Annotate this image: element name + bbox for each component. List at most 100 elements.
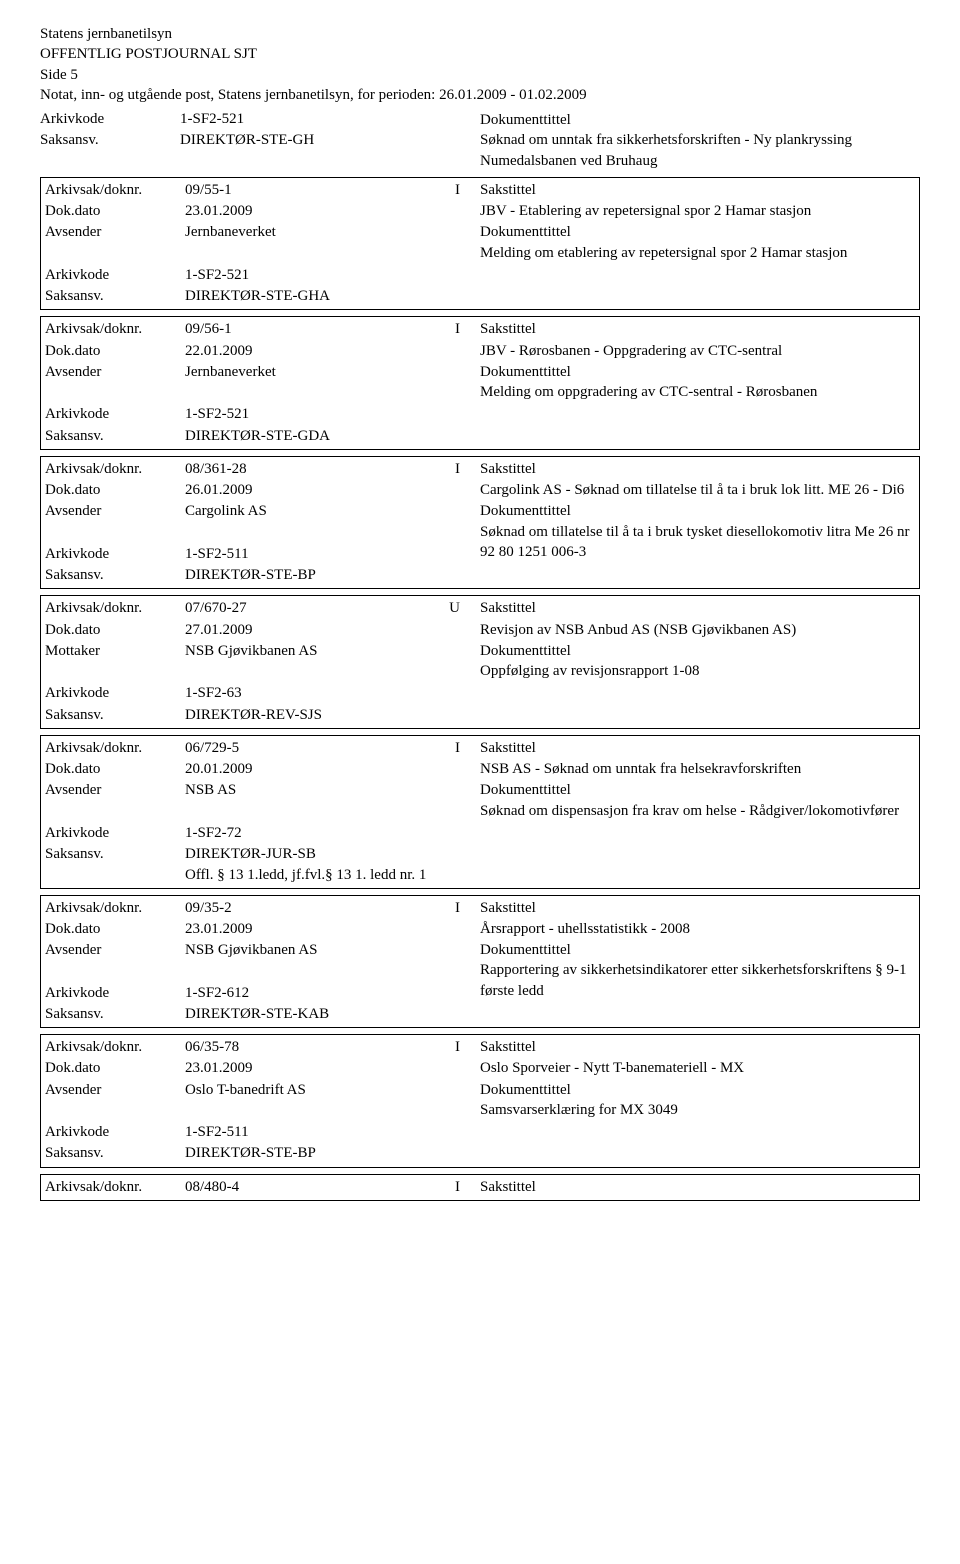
- dokumenttittel-label: Dokumenttittel: [480, 780, 915, 800]
- dokumenttittel-value: Søknad om unntak fra sikkerhetsforskrift…: [480, 130, 920, 171]
- arkivkode-value: 1-SF2-511: [185, 544, 480, 564]
- sakstittel-value: Årsrapport - uhellsstatistikk - 2008: [480, 919, 915, 939]
- dokumenttittel-value: Søknad om dispensasjon fra krav om helse…: [480, 801, 915, 821]
- org-name: Statens jernbanetilsyn: [40, 24, 920, 44]
- party-label: Avsender: [45, 222, 185, 242]
- dokumenttittel-label: Dokumenttittel: [480, 641, 915, 661]
- sakstittel-label: Sakstittel: [480, 738, 915, 758]
- arkivkode-value: 1-SF2-612: [185, 983, 480, 1003]
- saksansv-value: DIREKTØR-STE-GDA: [185, 426, 480, 446]
- arkivsak-label: Arkivsak/doknr.: [45, 1177, 185, 1197]
- type-value: I: [455, 898, 460, 918]
- type-value: I: [455, 738, 460, 758]
- dokdato-label: Dok.dato: [45, 201, 185, 221]
- sakstittel-label: Sakstittel: [480, 180, 915, 200]
- arkivkode-value: 1-SF2-63: [185, 683, 480, 703]
- arkivkode-label: Arkivkode: [45, 1122, 185, 1142]
- sakstittel-value: Revisjon av NSB Anbud AS (NSB Gjøvikbane…: [480, 620, 915, 640]
- arkivkode-label: Arkivkode: [45, 404, 185, 424]
- saksansv-value: DIREKTØR-STE-GH: [180, 130, 480, 150]
- dokumenttittel-label: Dokumenttittel: [480, 1080, 915, 1100]
- arkivsak-label: Arkivsak/doknr.: [45, 459, 185, 479]
- saksansv-value: DIREKTØR-STE-BP: [185, 1143, 480, 1163]
- sakstittel-label: Sakstittel: [480, 459, 915, 479]
- saksansv-label: Saksansv.: [45, 426, 185, 446]
- journal-title: OFFENTLIG POSTJOURNAL SJT: [40, 44, 920, 64]
- saksansv-label: Saksansv.: [45, 565, 185, 585]
- arkivkode-label: Arkivkode: [45, 683, 185, 703]
- sakstittel-value: NSB AS - Søknad om unntak fra helsekravf…: [480, 759, 915, 779]
- party-value: Oslo T-banedrift AS: [185, 1080, 480, 1100]
- dokdato-value: 23.01.2009: [185, 201, 480, 221]
- page-number: Side 5: [40, 65, 920, 85]
- arkivkode-value: 1-SF2-521: [185, 404, 480, 424]
- party-value: NSB Gjøvikbanen AS: [185, 641, 480, 661]
- saksansv-label: Saksansv.: [45, 705, 185, 725]
- saksnr-value: 08/361-28: [185, 459, 247, 479]
- type-value: I: [455, 180, 460, 200]
- dokumenttittel-label: Dokumenttittel: [480, 940, 915, 960]
- dokumenttittel-label: Dokumenttittel: [480, 110, 920, 130]
- type-value: I: [455, 1177, 460, 1197]
- saksansv-value: DIREKTØR-STE-KAB: [185, 1004, 480, 1024]
- dokdato-value: 20.01.2009: [185, 759, 480, 779]
- arkivsak-label: Arkivsak/doknr.: [45, 180, 185, 200]
- arkivkode-label: Arkivkode: [45, 265, 185, 285]
- dokumenttittel-value: Melding om etablering av repetersignal s…: [480, 243, 915, 263]
- dokumenttittel-value: Melding om oppgradering av CTC-sentral -…: [480, 382, 915, 402]
- saksansv-value: DIREKTØR-STE-BP: [185, 565, 480, 585]
- saksansv-value: DIREKTØR-JUR-SB: [185, 844, 480, 864]
- party-label: Avsender: [45, 362, 185, 382]
- saksnr-value: 09/56-1: [185, 319, 232, 339]
- party-label: Avsender: [45, 1080, 185, 1100]
- arkivkode-label: Arkivkode: [45, 544, 185, 564]
- arkivsak-label: Arkivsak/doknr.: [45, 898, 185, 918]
- type-value: I: [455, 459, 460, 479]
- saksansv-value: DIREKTØR-STE-GHA: [185, 286, 480, 306]
- arkivkode-value: 1-SF2-511: [185, 1122, 480, 1142]
- top-continuation-block: Arkivkode 1-SF2-521 Saksansv. DIREKTØR-S…: [40, 109, 920, 171]
- sakstittel-label: Sakstittel: [480, 319, 915, 339]
- journal-record: Arkivsak/doknr.08/361-28IDok.dato26.01.2…: [40, 456, 920, 590]
- sakstittel-label: Sakstittel: [480, 598, 915, 618]
- party-value: Jernbaneverket: [185, 222, 480, 242]
- dokdato-label: Dok.dato: [45, 759, 185, 779]
- dokdato-label: Dok.dato: [45, 341, 185, 361]
- dokumenttittel-value: Samsvarserklæring for MX 3049: [480, 1100, 915, 1120]
- arkivsak-label: Arkivsak/doknr.: [45, 738, 185, 758]
- journal-record: Arkivsak/doknr.07/670-27UDok.dato27.01.2…: [40, 595, 920, 729]
- offl-value: Offl. § 13 1.ledd, jf.fvl.§ 13 1. ledd n…: [185, 865, 480, 885]
- saksansv-label: Saksansv.: [45, 844, 185, 864]
- saksansv-value: DIREKTØR-REV-SJS: [185, 705, 480, 725]
- party-label: Avsender: [45, 780, 185, 800]
- saksnr-value: 08/480-4: [185, 1177, 239, 1197]
- saksnr-value: 06/729-5: [185, 738, 239, 758]
- dokumenttittel-value: Oppfølging av revisjonsrapport 1-08: [480, 661, 915, 681]
- saksnr-value: 07/670-27: [185, 598, 247, 618]
- sakstittel-value: Cargolink AS - Søknad om tillatelse til …: [480, 480, 915, 500]
- type-value: I: [455, 319, 460, 339]
- journal-record: Arkivsak/doknr.09/55-1IDok.dato23.01.200…: [40, 177, 920, 311]
- party-value: NSB Gjøvikbanen AS: [185, 940, 480, 960]
- last-partial-record: Arkivsak/doknr. 08/480-4 I Sakstittel: [40, 1174, 920, 1201]
- saksnr-value: 06/35-78: [185, 1037, 239, 1057]
- type-value: U: [449, 598, 460, 618]
- journal-record: Arkivsak/doknr.06/729-5 I Dok.dato20.01.20…: [40, 735, 920, 889]
- dokumenttittel-value: Rapportering av sikkerhetsindikatorer et…: [480, 960, 915, 1001]
- dokumenttittel-label: Dokumenttittel: [480, 222, 915, 242]
- dokdato-label: Dok.dato: [45, 620, 185, 640]
- dokdato-label: Dok.dato: [45, 480, 185, 500]
- sakstittel-value: JBV - Rørosbanen - Oppgradering av CTC-s…: [480, 341, 915, 361]
- party-value: Cargolink AS: [185, 501, 480, 521]
- party-label: Mottaker: [45, 641, 185, 661]
- dokumenttittel-value: Søknad om tillatelse til å ta i bruk tys…: [480, 522, 915, 563]
- page-header: Statens jernbanetilsyn OFFENTLIG POSTJOU…: [40, 24, 920, 105]
- party-label: Avsender: [45, 940, 185, 960]
- journal-record: Arkivsak/doknr.09/56-1IDok.dato22.01.200…: [40, 316, 920, 450]
- dokdato-label: Dok.dato: [45, 919, 185, 939]
- arkivkode-value: 1-SF2-521: [180, 109, 480, 129]
- sakstittel-value: Oslo Sporveier - Nytt T-banemateriell - …: [480, 1058, 915, 1078]
- arkivkode-label: Arkivkode: [45, 983, 185, 1003]
- sakstittel-label: Sakstittel: [480, 1177, 915, 1197]
- journal-record: Arkivsak/doknr.06/35-78IDok.dato23.01.20…: [40, 1034, 920, 1168]
